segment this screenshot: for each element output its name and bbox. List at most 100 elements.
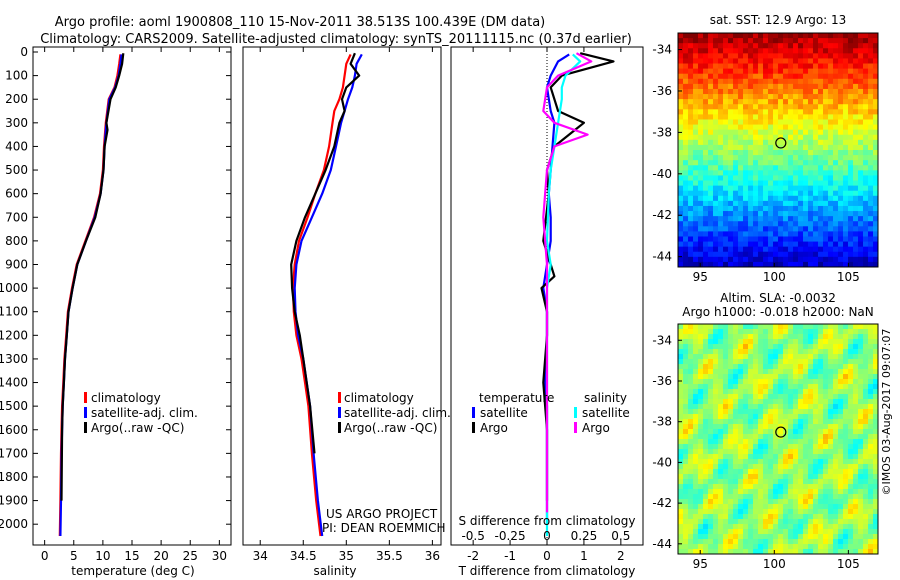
heatmap-cell [873, 231, 878, 238]
heatmap-cell [838, 404, 844, 410]
heatmap-cell [713, 155, 719, 161]
heatmap-cell [863, 261, 869, 267]
heatmap-cell [718, 329, 724, 335]
heatmap-cell [753, 499, 759, 505]
heatmap-cell [723, 469, 729, 475]
heatmap-cell [833, 43, 839, 49]
heatmap-cell [828, 324, 834, 330]
heatmap-cell [698, 139, 704, 146]
heatmap-cell [753, 439, 759, 445]
heatmap-cell [738, 344, 744, 350]
heatmap-cell [788, 88, 794, 95]
heatmap-cell [713, 150, 719, 156]
heatmap-cell [818, 221, 824, 227]
heatmap-cell [768, 419, 774, 425]
heatmap-cell [753, 251, 759, 258]
heatmap-cell [693, 539, 699, 545]
heatmap-cell [693, 251, 699, 258]
heatmap-cell [703, 190, 709, 197]
heatmap-cell [808, 454, 814, 460]
heatmap-cell [768, 88, 774, 95]
heatmap-cell [728, 211, 734, 217]
heatmap-cell [768, 139, 774, 146]
heatmap-cell [783, 529, 789, 535]
heatmap-cell [788, 539, 794, 545]
heatmap-cell [818, 404, 824, 410]
heatmap-cell [718, 474, 724, 480]
heatmap-cell [693, 261, 699, 267]
heatmap-cell [798, 53, 804, 60]
heatmap-cell [773, 155, 779, 161]
heatmap-cell [803, 256, 809, 263]
heatmap-cell [738, 48, 744, 54]
heatmap-cell [683, 429, 689, 435]
heatmap-cell [823, 144, 829, 151]
heatmap-cell [823, 474, 829, 480]
heatmap-cell [843, 195, 849, 202]
heatmap-cell [738, 261, 744, 267]
heatmap-cell [688, 109, 694, 115]
heatmap-cell [738, 499, 744, 505]
heatmap-cell [733, 439, 739, 445]
heatmap-cell [848, 38, 854, 44]
heatmap-cell [678, 399, 684, 405]
heatmap-cell [838, 329, 844, 335]
heatmap-cell [688, 78, 694, 85]
heatmap-cell [678, 434, 684, 440]
heatmap-cell [868, 119, 874, 126]
heatmap-cell [763, 544, 769, 550]
heatmap-cell [713, 38, 719, 44]
heatmap-cell [853, 379, 859, 385]
heatmap-cell [828, 195, 834, 202]
heatmap-cell [683, 534, 689, 540]
heatmap-cell [833, 48, 839, 54]
heatmap-cell [703, 211, 709, 217]
heatmap-cell [688, 339, 694, 345]
heatmap-cell [743, 236, 749, 243]
heatmap-cell [758, 489, 764, 495]
heatmap-cell [718, 334, 724, 340]
heatmap-cell [713, 519, 719, 525]
heatmap-cell [718, 58, 724, 65]
heatmap-cell [683, 150, 689, 156]
heatmap-cell [763, 134, 769, 141]
heatmap-cell [833, 246, 839, 253]
heatmap-cell [723, 499, 729, 505]
x-tick-label: -2 [467, 549, 479, 563]
heatmap-cell [823, 109, 829, 115]
heatmap-cell [833, 231, 839, 238]
heatmap-cell [748, 119, 754, 126]
heatmap-cell [853, 524, 859, 530]
heatmap-cell [678, 429, 684, 435]
heatmap-cell [828, 139, 834, 146]
heatmap-cell [828, 349, 834, 355]
heatmap-cell [813, 379, 819, 385]
heatmap-cell [728, 324, 734, 330]
heatmap-cell [818, 195, 824, 202]
heatmap-cell [713, 369, 719, 375]
heatmap-cell [868, 124, 874, 131]
heatmap-cell [808, 499, 814, 505]
heatmap-cell [703, 109, 709, 115]
heatmap-cell [833, 474, 839, 480]
heatmap-cell [783, 134, 789, 141]
heatmap-cell [783, 150, 789, 156]
heatmap-cell [708, 134, 714, 141]
heatmap-cell [688, 374, 694, 380]
heatmap-cell [788, 339, 794, 345]
heatmap-cell [713, 399, 719, 405]
heatmap-cell [773, 221, 779, 227]
heatmap-cell [733, 246, 739, 253]
heatmap-cell [713, 474, 719, 480]
depth-tick-label: 900 [5, 257, 28, 271]
heatmap-cell [718, 454, 724, 460]
heatmap-cell [733, 394, 739, 400]
heatmap-cell [843, 160, 849, 166]
heatmap-cell [763, 359, 769, 365]
heatmap-cell [808, 409, 814, 415]
heatmap-cell [723, 459, 729, 465]
heatmap-cell [818, 58, 824, 65]
heatmap-cell [713, 544, 719, 550]
heatmap-cell [813, 399, 819, 405]
heatmap-cell [743, 53, 749, 60]
